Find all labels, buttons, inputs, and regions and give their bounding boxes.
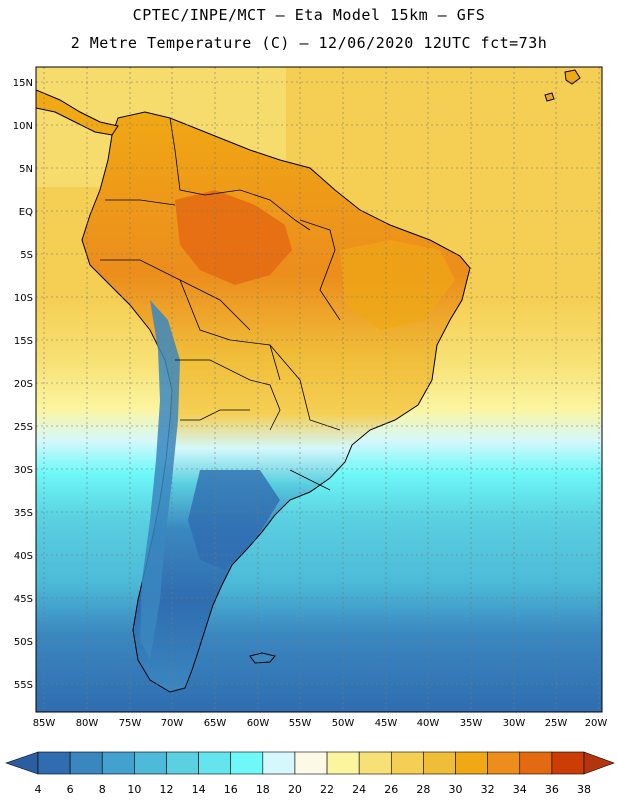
colorbar-swatch [69,751,103,775]
lon-label: 35W [460,718,483,729]
map-frame [35,66,603,713]
colorbar-label: 26 [384,783,398,796]
colorbar-swatch [390,751,424,775]
colorbar-label: 38 [577,783,591,796]
lat-label: 50S [14,637,33,648]
lon-label: 40W [417,718,440,729]
colorbar-max-arrow [583,751,615,775]
lat-label: 55S [14,680,33,691]
colorbar-swatches [5,751,615,775]
lat-label: 25S [14,422,33,433]
colorbar-label: 4 [35,783,42,796]
lon-label: 60W [247,718,270,729]
colorbar-label: 30 [449,783,463,796]
colorbar-label: 16 [224,783,238,796]
amazon-hot-core [175,190,292,285]
colorbar-swatch [101,751,135,775]
colorbar-swatch [262,751,296,775]
colorbar-swatch [198,751,232,775]
lon-label: 50W [332,718,355,729]
colorbar-swatch [455,751,488,775]
colorbar-label: 10 [127,783,141,796]
lon-label: 55W [289,718,312,729]
graticule [36,67,602,712]
colorbar-swatch [487,751,521,775]
colorbar-swatch [551,751,585,775]
lon-label: 25W [545,718,568,729]
colorbar-swatch [423,751,456,775]
lat-label: EQ [19,207,33,218]
colorbar-label: 18 [256,783,270,796]
colorbar-label: 22 [320,783,334,796]
lat-label: 30S [14,465,33,476]
colorbar-label: 20 [288,783,302,796]
caribbean-islands [544,69,581,102]
colorbar-label: 34 [513,783,527,796]
lon-label: 45W [375,718,398,729]
map-fields [36,67,602,712]
lat-label: 10S [14,293,33,304]
lat-label: 35S [14,508,33,519]
colorbar-swatch [166,751,199,775]
lat-label: 5N [19,164,33,175]
colorbar-label: 14 [192,783,206,796]
latitude-labels: 15N 10N 5N EQ 5S 10S 15S 20S 25S 30S 35S… [13,78,33,691]
colorbar-swatch [294,751,328,775]
colorbar-labels: 4 6 8 10 12 14 16 18 20 22 24 26 28 30 32 34 36 38 [35,783,592,796]
lat-label: 15N [13,78,33,89]
colorbar-label: 36 [545,783,559,796]
colorbar-label: 32 [481,783,495,796]
lon-label: 80W [76,718,99,729]
lon-label: 85W [33,718,56,729]
colorbar-swatch [519,751,553,775]
country-borders [100,117,341,491]
lon-label: 65W [204,718,227,729]
map-title: CPTEC/INPE/MCT – Eta Model 15km – GFS [132,6,486,24]
central-america [36,89,119,136]
colorbar-swatch [326,751,360,775]
colorbar-swatch [37,751,71,775]
lat-label: 15S [14,336,33,347]
lon-label: 30W [503,718,526,729]
colorbar-label: 8 [99,783,106,796]
colorbar-swatch [230,751,264,775]
map-subtitle: 2 Metre Temperature (C) – 12/06/2020 12U… [70,34,548,52]
patagonia-cold-area [188,470,280,570]
temperature-map: 15N 10N 5N EQ 5S 10S 15S 20S 25S 30S 35S… [13,66,608,729]
colorbar: 4 6 8 10 12 14 16 18 20 22 24 26 28 30 32 34 36 38 [5,751,615,796]
lat-label: 40S [14,551,33,562]
colorbar-label: 12 [159,783,173,796]
lat-label: 5S [20,250,33,261]
colorbar-label: 6 [67,783,74,796]
longitude-labels: 85W 80W 75W 70W 65W 60W 55W 50W 45W 40W … [33,718,608,729]
lat-label: 45S [14,594,33,605]
andes-cold-strip [140,300,180,660]
lon-label: 20W [585,718,608,729]
lon-label: 70W [161,718,184,729]
colorbar-label: 28 [416,783,430,796]
colorbar-min-arrow [5,751,39,775]
colorbar-label: 24 [352,783,366,796]
falklands [249,652,276,664]
northeast-warm-area [340,240,455,330]
colorbar-swatch [358,751,392,775]
lon-label: 75W [119,718,142,729]
lat-label: 20S [14,379,33,390]
lat-label: 10N [13,121,33,132]
colorbar-swatch [134,751,167,775]
